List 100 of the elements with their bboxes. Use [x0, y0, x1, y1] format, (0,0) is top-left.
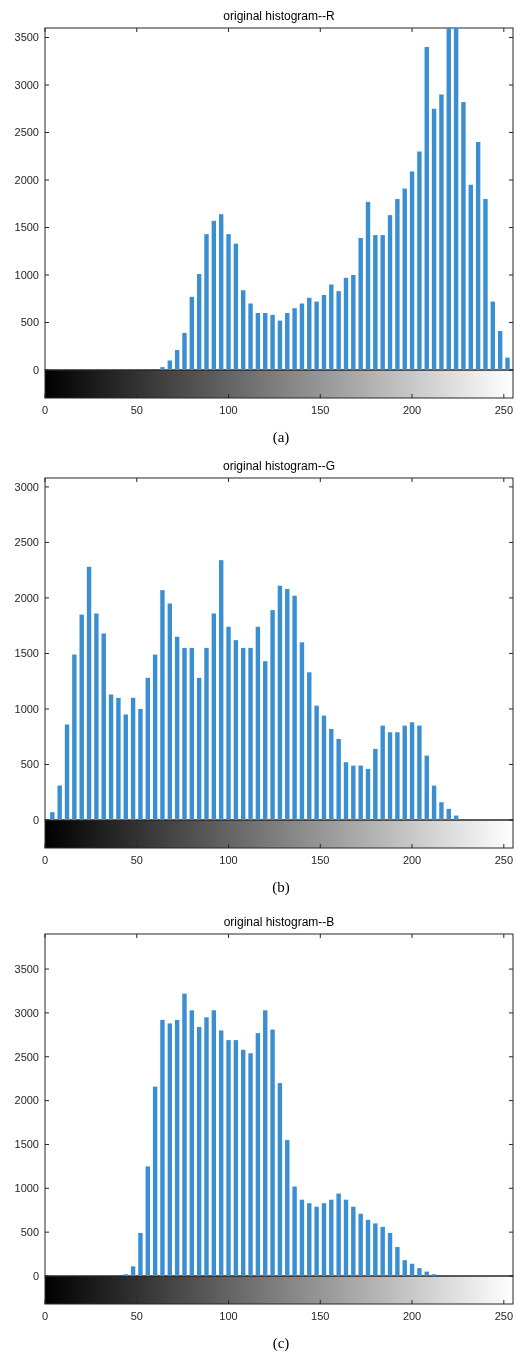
- bar: [182, 647, 187, 820]
- bar: [211, 1010, 217, 1276]
- bar: [211, 220, 217, 370]
- bar: [380, 1226, 385, 1276]
- bar: [373, 748, 378, 820]
- bar: [424, 755, 429, 820]
- x-tick-label: 200: [402, 854, 422, 866]
- bar: [174, 1019, 180, 1276]
- y-tick-label: 3000: [14, 480, 39, 493]
- bar: [233, 243, 239, 370]
- bar: [241, 290, 246, 370]
- bar: [446, 28, 451, 370]
- bar: [336, 738, 341, 820]
- bar: [204, 234, 209, 370]
- y-tick-label: 0: [32, 1269, 39, 1282]
- bar: [138, 708, 143, 820]
- bar: [226, 234, 231, 370]
- bar: [387, 215, 393, 370]
- bar: [314, 705, 319, 820]
- y-tick-label: 3000: [14, 78, 39, 91]
- bar: [380, 725, 385, 820]
- bar: [248, 1053, 253, 1276]
- bar: [343, 1199, 349, 1276]
- bar: [189, 647, 195, 820]
- bar: [343, 762, 349, 820]
- bar: [321, 1203, 327, 1276]
- bar: [174, 350, 180, 370]
- bar: [196, 1026, 202, 1276]
- bar: [167, 1023, 172, 1276]
- bar: [439, 802, 444, 820]
- x-tick-label: 0: [41, 1310, 49, 1322]
- chart-title: original histogram--B: [223, 915, 335, 929]
- bar: [336, 1193, 341, 1276]
- bar: [292, 1186, 297, 1276]
- bar: [255, 313, 261, 370]
- bar: [351, 275, 356, 370]
- y-tick-label: 500: [20, 316, 39, 329]
- bar: [307, 297, 312, 370]
- bar: [321, 294, 327, 370]
- bar: [204, 1017, 209, 1276]
- y-tick-label: 0: [32, 813, 39, 826]
- y-tick-label: 2500: [14, 536, 39, 549]
- bar: [226, 1040, 231, 1276]
- bar: [314, 1206, 319, 1276]
- x-tick-label: 200: [402, 1310, 422, 1322]
- x-tick-label: 50: [130, 854, 143, 866]
- bar: [307, 1203, 312, 1276]
- y-tick-label: 1500: [14, 1138, 39, 1151]
- bar: [57, 785, 62, 820]
- bar: [307, 672, 312, 820]
- bar: [79, 614, 84, 820]
- y-tick-label: 2000: [14, 173, 39, 186]
- bar: [358, 1213, 363, 1276]
- x-tick-label: 100: [219, 404, 238, 416]
- bar: [101, 633, 106, 820]
- bar: [218, 560, 224, 820]
- bar: [285, 313, 290, 370]
- bar: [329, 1199, 334, 1276]
- x-tick-label: 250: [494, 1310, 513, 1322]
- bar: [263, 661, 268, 820]
- bar: [409, 171, 415, 370]
- bar: [329, 284, 334, 370]
- bar: [387, 732, 393, 820]
- bar: [123, 714, 128, 820]
- bar: [483, 199, 488, 370]
- x-tick-label: 250: [494, 404, 513, 416]
- bar: [160, 590, 165, 820]
- y-tick-label: 3500: [14, 31, 39, 44]
- bar: [292, 595, 297, 820]
- bar: [94, 613, 99, 820]
- bar: [402, 1260, 407, 1276]
- bar: [270, 1029, 275, 1276]
- bar: [270, 314, 275, 370]
- bar: [358, 765, 363, 820]
- bar: [468, 184, 473, 370]
- bar: [321, 715, 327, 820]
- bar: [189, 1010, 195, 1276]
- bar: [395, 1247, 400, 1276]
- bar: [145, 677, 150, 820]
- bar: [402, 725, 407, 820]
- bar: [116, 697, 121, 820]
- bar: [263, 313, 268, 370]
- y-tick-label: 1000: [14, 268, 39, 281]
- y-tick-label: 3500: [14, 962, 39, 975]
- bar: [196, 677, 202, 820]
- bar: [211, 613, 217, 820]
- x-tick-label: 0: [41, 404, 49, 416]
- bar: [233, 640, 239, 820]
- bar: [351, 765, 356, 820]
- bar: [373, 235, 378, 370]
- bar: [277, 1083, 283, 1276]
- bar: [160, 1019, 165, 1276]
- x-tick-label: 200: [402, 404, 422, 416]
- bar: [277, 585, 283, 820]
- bar: [270, 610, 275, 820]
- bar: [299, 303, 305, 370]
- bar: [343, 277, 349, 370]
- bar: [453, 28, 459, 370]
- bar: [351, 1206, 356, 1276]
- bar: [263, 1010, 268, 1276]
